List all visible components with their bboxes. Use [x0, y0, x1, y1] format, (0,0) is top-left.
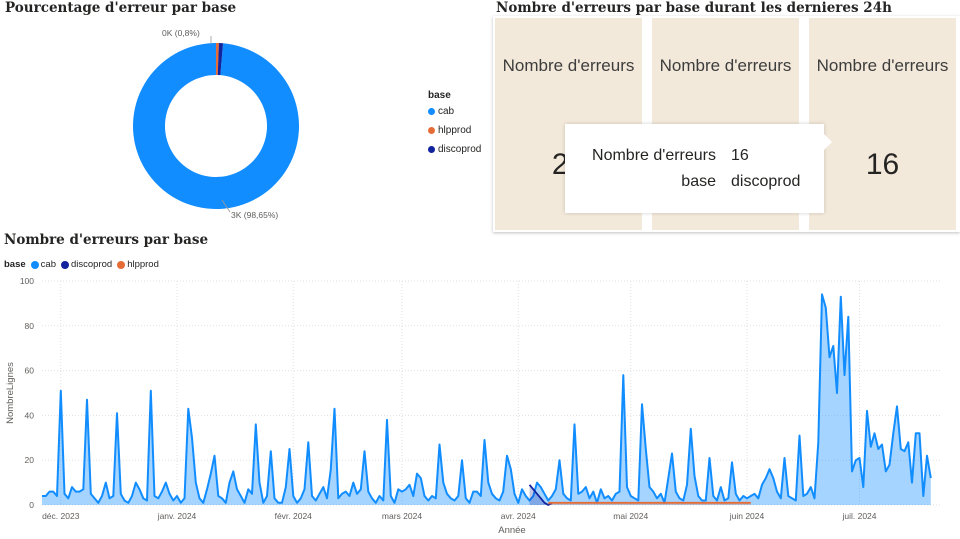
legend-dot-cab: [428, 108, 435, 115]
x-tick-label: mai 2024: [613, 511, 648, 521]
donut-title: Pourcentage d'erreur par base: [5, 0, 237, 16]
y-tick-label: 0: [29, 500, 34, 510]
y-axis-label: NombreLignes: [5, 362, 16, 424]
y-tick-label: 60: [25, 366, 35, 376]
line-legend-dot-discoprod: [60, 260, 69, 269]
tooltip-key-errors: Nombre d'erreurs: [592, 147, 716, 164]
x-tick-label: juil. 2024: [841, 511, 876, 521]
y-tick-label: 80: [25, 321, 35, 331]
line-legend-label-discoprod: discoprod: [70, 259, 113, 270]
x-tick-label: avr. 2024: [501, 511, 536, 521]
card-label: Nombre d'erreurs: [659, 56, 792, 75]
line-legend-item-discoprod[interactable]: discoprod: [60, 259, 113, 270]
line-legend-dot-cab: [30, 260, 39, 269]
legend-dot-hlpprod: [428, 127, 435, 134]
area-discoprod: [529, 484, 552, 505]
y-tick-label: 40: [25, 410, 35, 420]
x-tick-label: janv. 2024: [157, 511, 197, 521]
donut-slice-discoprod[interactable]: [217, 43, 224, 76]
legend-label-hlpprod: hlpprod: [438, 125, 472, 136]
legend-label-discoprod: discoprod: [438, 144, 482, 155]
line-legend: base cab discoprod hlpprod: [4, 259, 164, 270]
tooltip-value-errors: 16: [731, 147, 749, 164]
tooltip-key-base: base: [681, 173, 716, 190]
donut-chart: 0K (0,8%) 3K (98,65%): [132, 28, 299, 220]
donut-legend-title: base: [428, 90, 451, 101]
x-axis-label: Année: [498, 525, 525, 536]
line-chart-title: Nombre d'erreurs par base: [4, 232, 209, 248]
line-legend-dot-hlpprod: [117, 260, 126, 269]
card-label: Nombre d'erreurs: [816, 56, 949, 75]
card-value: 16: [865, 148, 900, 181]
line-legend-item-cab[interactable]: cab: [30, 259, 56, 270]
data-label-small: 0K (0,8%): [162, 28, 200, 38]
series-line-discoprod[interactable]: [528, 484, 553, 506]
line-legend-label-hlpprod: hlpprod: [127, 259, 159, 270]
legend-item-hlpprod[interactable]: hlpprod: [428, 125, 471, 136]
line-legend-item-hlpprod[interactable]: hlpprod: [117, 259, 159, 270]
series-line-cab[interactable]: [42, 293, 932, 504]
x-tick-label: juin 2024: [729, 511, 765, 521]
cards-title: Nombre d'erreurs par base durant les der…: [496, 0, 892, 16]
line-legend-title: base: [4, 259, 26, 270]
x-tick-label: févr. 2024: [275, 511, 313, 521]
y-tick-label: 100: [20, 276, 34, 286]
legend-label-cab: cab: [438, 106, 455, 117]
tooltip: Nombre d'erreurs 16 base discoprod: [565, 124, 832, 213]
legend-item-discoprod[interactable]: discoprod: [428, 144, 481, 155]
y-tick-label: 20: [25, 455, 35, 465]
leader-line-large: [221, 199, 231, 213]
line-legend-label-cab: cab: [40, 259, 56, 270]
tooltip-arrow: [824, 134, 832, 150]
card-errors-3[interactable]: Nombre d'erreurs 16: [809, 18, 956, 230]
legend-dot-discoprod: [428, 146, 435, 153]
donut-slice-hlpprod[interactable]: [216, 43, 219, 76]
x-tick-label: mars 2024: [382, 511, 422, 521]
x-tick-label: déc. 2023: [42, 511, 80, 521]
card-label: Nombre d'erreurs: [502, 56, 635, 75]
donut-slice-cab[interactable]: [132, 43, 299, 209]
legend-item-cab[interactable]: cab: [428, 106, 454, 117]
data-label-large: 3K (98,65%): [231, 210, 278, 220]
tooltip-value-base: discoprod: [731, 173, 801, 190]
